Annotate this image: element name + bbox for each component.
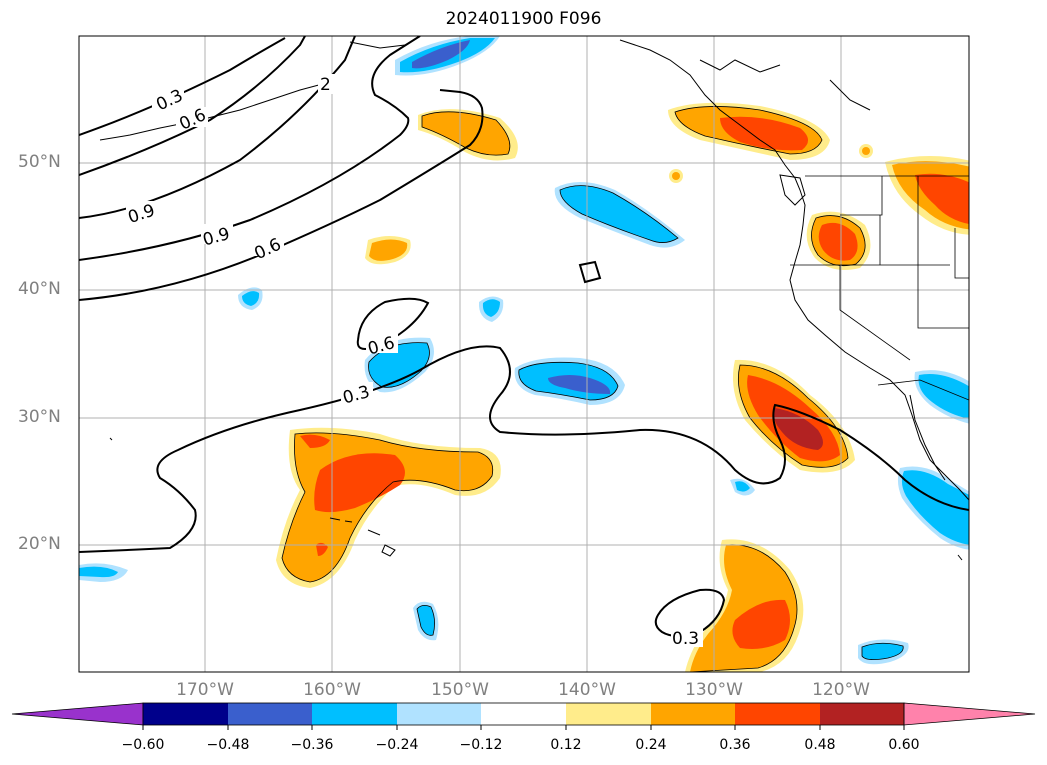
lat-label-40n: 40°N (18, 279, 61, 299)
lat-label-20n: 20°N (18, 534, 61, 554)
map-frame (78, 35, 970, 673)
contour-label-9: 2 (320, 75, 331, 95)
colorbar-tick-label: 0.48 (804, 737, 836, 753)
lon-label-140w: 140°W (558, 680, 616, 700)
lon-label-160w: 160°W (303, 680, 361, 700)
colorbar-tick-label: 0.12 (550, 737, 582, 753)
map-title: 2024011900 F096 (445, 9, 602, 29)
lon-label-120w: 120°W (812, 680, 870, 700)
shading-outlines (281, 106, 904, 672)
state-borders (790, 175, 969, 401)
colorbar-tick-label: 0.36 (719, 737, 751, 753)
colorbar-tick-label: 0.60 (888, 737, 920, 753)
lon-label-130w: 130°W (685, 680, 743, 700)
colorbar (11, 702, 1036, 730)
colorbar-tick-label: −0.24 (375, 737, 419, 753)
lat-label-50n: 50°N (18, 152, 61, 172)
colorbar-tick-label: 0.24 (635, 737, 667, 753)
lat-label-30n: 30°N (18, 407, 61, 427)
graticule (79, 36, 969, 672)
contour-label-8: 0.3 (672, 629, 699, 649)
map-background (79, 36, 969, 672)
colorbar-tick-label: −0.60 (121, 737, 165, 753)
colorbar-tick-label: −0.12 (459, 737, 503, 753)
coastlines (99, 39, 969, 561)
lon-label-170w: 170°W (176, 680, 234, 700)
colorbar-tick-label: −0.36 (290, 737, 334, 753)
lon-label-150w: 150°W (431, 680, 489, 700)
colorbar-tick-label: −0.48 (206, 737, 250, 753)
contour-lines (79, 36, 969, 637)
